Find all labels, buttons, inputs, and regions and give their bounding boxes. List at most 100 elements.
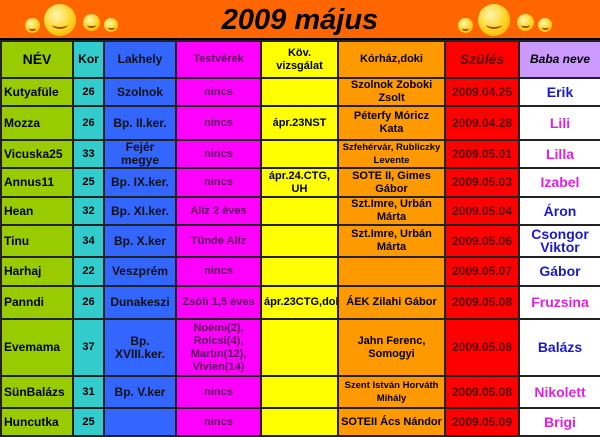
location-cell: Dunakeszi xyxy=(103,285,177,320)
hospital-doctor-cell xyxy=(337,256,446,287)
hospital-doctor-cell: SOTE II, Gimes Gábor xyxy=(337,167,446,198)
smiley-icon xyxy=(83,14,100,31)
name-cell: Vicuska25 xyxy=(0,139,74,169)
header-row: NÉV Kor Lakhely Testvérek Köv. vizsgálat… xyxy=(0,40,600,79)
next-exam-cell: ápr.23CTG,doki xyxy=(260,285,339,320)
age-cell: 22 xyxy=(72,256,105,287)
age-cell: 31 xyxy=(72,375,105,409)
siblings-cell: Noémi(2), Rolcsi(4), Martin(12), Vivien(… xyxy=(175,318,262,377)
table-row: Kutyafüle 26 Szolnok nincs Szolnok Zoboki Zs… xyxy=(0,77,600,107)
birth-date-cell: 2009.05.06 xyxy=(444,224,520,258)
siblings-cell: Zsófi 1,5 éves xyxy=(175,285,262,320)
age-cell: 26 xyxy=(72,285,105,320)
hospital-doctor-cell: Péterfy Móricz Kata xyxy=(337,105,446,141)
header-baba-neve: Baba neve xyxy=(518,40,600,79)
location-cell: Veszprém xyxy=(103,256,177,287)
location-cell: Bp. IX.ker. xyxy=(103,167,177,198)
next-exam-cell: ápr.23NST xyxy=(260,105,339,141)
age-cell: 26 xyxy=(72,105,105,141)
age-cell: 32 xyxy=(72,196,105,226)
siblings-cell: nincs xyxy=(175,167,262,198)
age-cell: 25 xyxy=(72,407,105,437)
birth-date-cell: 2009.05.08 xyxy=(444,318,520,377)
location-cell xyxy=(103,407,177,437)
baby-name-cell: Izabel xyxy=(518,167,600,198)
header-kor: Kor xyxy=(72,40,105,79)
baby-name-cell: Fruzsina xyxy=(518,285,600,320)
siblings-cell: nincs xyxy=(175,77,262,107)
smiley-icon xyxy=(25,18,40,33)
hospital-doctor-cell: Szt.Imre, Urbán Márta xyxy=(337,196,446,226)
birth-date-cell: 2009.05.08 xyxy=(444,375,520,409)
smiley-icon xyxy=(44,4,76,36)
next-exam-cell xyxy=(260,224,339,258)
next-exam-cell xyxy=(260,139,339,169)
baby-name-cell: Brigi xyxy=(518,407,600,437)
siblings-cell: nincs xyxy=(175,105,262,141)
name-cell: Hean xyxy=(0,196,74,226)
siblings-cell: nincs xyxy=(175,256,262,287)
header-nev: NÉV xyxy=(0,40,74,79)
next-exam-cell xyxy=(260,407,339,437)
name-cell: SünBalázs xyxy=(0,375,74,409)
name-cell: Kutyafüle xyxy=(0,77,74,107)
hospital-doctor-cell: ÁEK Zilahi Gábor xyxy=(337,285,446,320)
header-testverek: Testvérek xyxy=(175,40,262,79)
birth-date-cell: 2009.05.09 xyxy=(444,407,520,437)
next-exam-cell xyxy=(260,375,339,409)
hospital-doctor-cell: Szent István Horváth Mihály xyxy=(337,375,446,409)
age-cell: 37 xyxy=(72,318,105,377)
age-cell: 33 xyxy=(72,139,105,169)
birth-date-cell: 2009.05.01 xyxy=(444,139,520,169)
smiley-icon xyxy=(517,14,534,31)
smiley-icon xyxy=(538,18,552,32)
table-row: Harhaj 22 Veszprém nincs 2009.05.07 Gábor xyxy=(0,256,600,287)
hospital-doctor-cell: Szolnok Zoboki Zsolt xyxy=(337,77,446,107)
baby-name-cell: Balázs xyxy=(518,318,600,377)
location-cell: Bp. XVIII.ker. xyxy=(103,318,177,377)
age-cell: 34 xyxy=(72,224,105,258)
hospital-doctor-cell: Szt.Imre, Urbán Márta xyxy=(337,224,446,258)
location-cell: Bp. X.ker xyxy=(103,224,177,258)
name-cell: Tinu xyxy=(0,224,74,258)
birth-date-cell: 2009.05.07 xyxy=(444,256,520,287)
location-cell: Fejér megye xyxy=(103,139,177,169)
siblings-cell: nincs xyxy=(175,139,262,169)
next-exam-cell: ápr.24.CTG, UH xyxy=(260,167,339,198)
baby-name-cell: Gábor xyxy=(518,256,600,287)
baby-name-cell: Erik xyxy=(518,77,600,107)
baby-name-cell: Nikolett xyxy=(518,375,600,409)
age-cell: 25 xyxy=(72,167,105,198)
smiley-icon xyxy=(458,18,473,33)
baby-name-cell: Lilla xyxy=(518,139,600,169)
hospital-doctor-cell: SOTEII Ács Nándor xyxy=(337,407,446,437)
location-cell: Bp. XI.ker. xyxy=(103,196,177,226)
birth-date-cell: 2009.04.25 xyxy=(444,77,520,107)
location-cell: Bp. II.ker. xyxy=(103,105,177,141)
birth-date-cell: 2009.05.03 xyxy=(444,167,520,198)
table-row: Vicuska25 33 Fejér megye nincs Szfehérvár, R… xyxy=(0,139,600,169)
name-cell: Huncutka xyxy=(0,407,74,437)
age-cell: 26 xyxy=(72,77,105,107)
baby-name-cell: Lili xyxy=(518,105,600,141)
smiley-icon xyxy=(104,18,118,32)
table-row: Huncutka 25 nincs SOTEII Ács Nándor 2009.05.… xyxy=(0,407,600,437)
table-row: Evemama 37 Bp. XVIII.ker. Noémi(2), Rolcsi(… xyxy=(0,318,600,377)
table-row: Annus11 25 Bp. IX.ker. nincs ápr.24.CTG, UH S… xyxy=(0,167,600,198)
header-korhaz: Kórház,doki xyxy=(337,40,446,79)
smiley-icon xyxy=(478,4,510,36)
table-row: Tinu 34 Bp. X.ker Tünde Alíz Szt.Imre, Urbán… xyxy=(0,224,600,258)
next-exam-cell xyxy=(260,196,339,226)
next-exam-cell xyxy=(260,256,339,287)
next-exam-cell xyxy=(260,318,339,377)
header-lakhely: Lakhely xyxy=(103,40,177,79)
hospital-doctor-cell: Szfehérvár, Rubliczky Levente xyxy=(337,139,446,169)
page-title: 2009 május xyxy=(221,4,379,36)
name-cell: Mozza xyxy=(0,105,74,141)
table-row: Panndi 26 Dunakeszi Zsófi 1,5 éves ápr.23CTG… xyxy=(0,285,600,320)
birth-table: NÉV Kor Lakhely Testvérek Köv. vizsgálat… xyxy=(0,40,600,437)
location-cell: Szolnok xyxy=(103,77,177,107)
location-cell: Bp. V.ker xyxy=(103,375,177,409)
baby-name-cell: Áron xyxy=(518,196,600,226)
table-row: Hean 32 Bp. XI.ker. Alíz 2 éves Szt.Imre, Ur… xyxy=(0,196,600,226)
